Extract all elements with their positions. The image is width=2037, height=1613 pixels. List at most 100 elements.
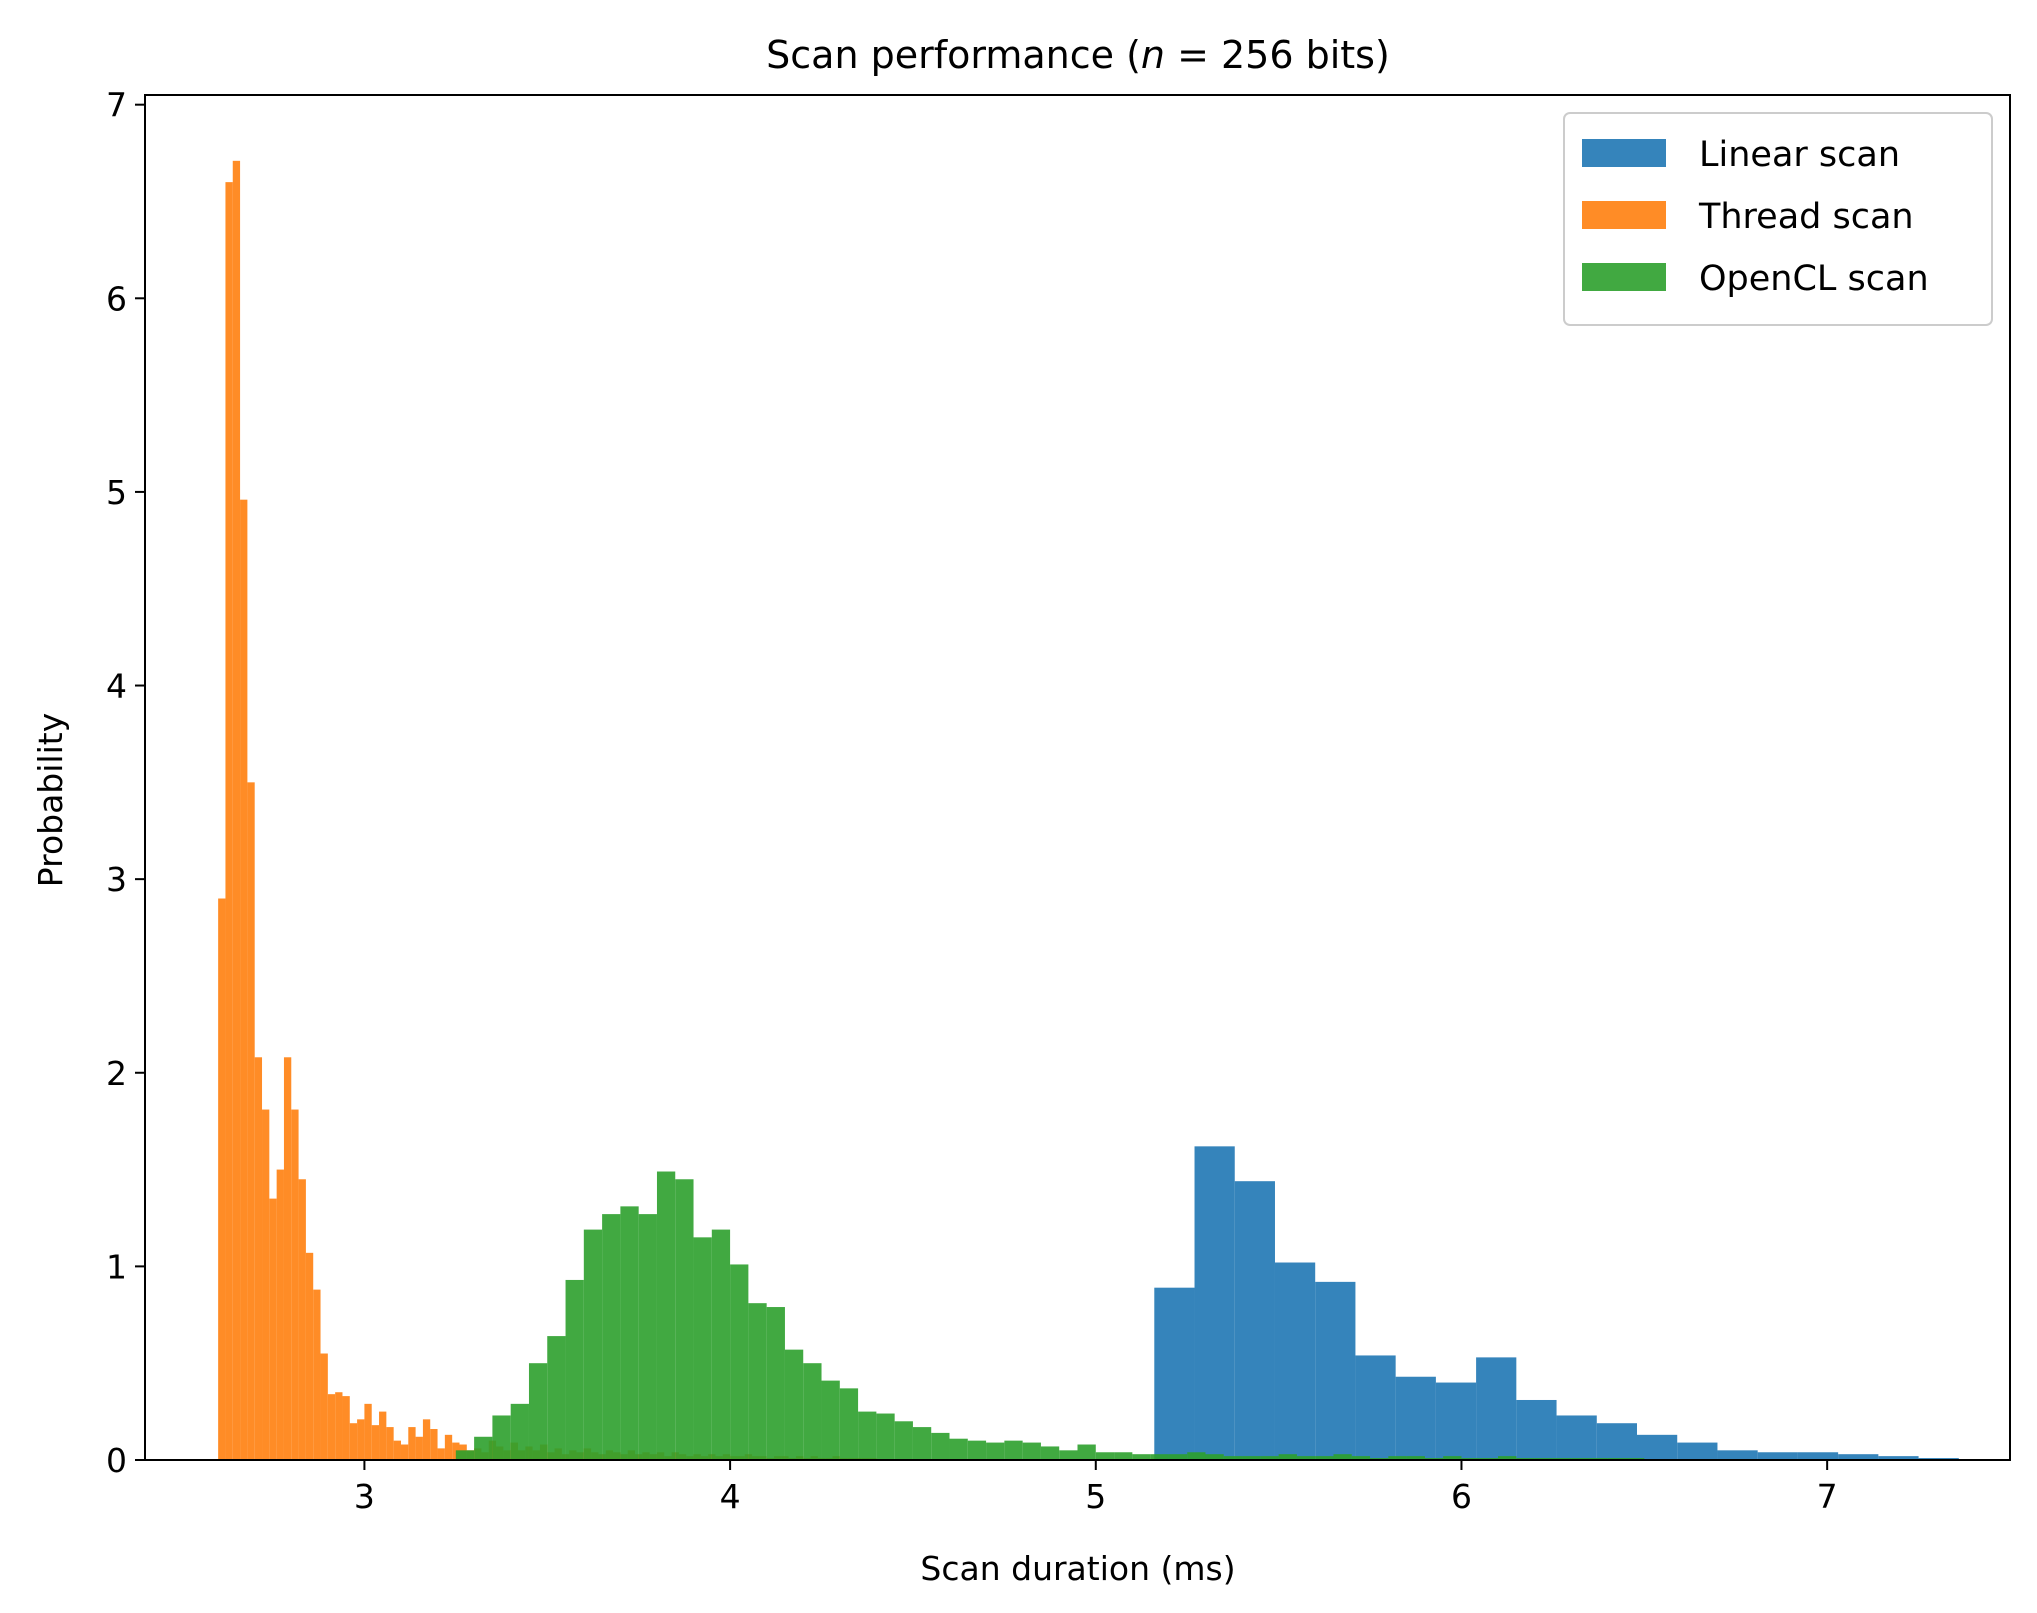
histogram-bar bbox=[1498, 1456, 1517, 1460]
legend-swatch bbox=[1582, 201, 1666, 229]
histogram-bar bbox=[240, 499, 248, 1460]
y-tick-label: 3 bbox=[106, 860, 127, 899]
histogram-bar bbox=[510, 1403, 529, 1460]
histogram-bar bbox=[1242, 1456, 1261, 1460]
legend: Linear scan Thread scan OpenCL scan bbox=[1563, 112, 1993, 326]
histogram-bar bbox=[730, 1264, 749, 1460]
histogram-bar bbox=[1260, 1456, 1279, 1460]
histogram-bar bbox=[422, 1419, 431, 1460]
series-linear-scan bbox=[1154, 1146, 1959, 1460]
histogram-bar bbox=[1095, 1452, 1115, 1460]
legend-swatch bbox=[1582, 263, 1666, 291]
histogram-bar bbox=[335, 1392, 343, 1460]
histogram-bar bbox=[528, 1363, 548, 1460]
histogram-bar bbox=[430, 1429, 438, 1460]
plot-frame bbox=[144, 94, 2011, 1461]
legend-box bbox=[1563, 112, 1993, 326]
histogram-bar bbox=[393, 1440, 401, 1460]
histogram-bar bbox=[858, 1411, 877, 1460]
histogram-bar bbox=[1637, 1434, 1678, 1460]
histogram-bar bbox=[379, 1411, 387, 1460]
histogram-bar bbox=[408, 1427, 416, 1460]
x-tick-label: 3 bbox=[354, 1477, 375, 1516]
histogram-bar bbox=[283, 1057, 292, 1460]
histogram-bar bbox=[1059, 1450, 1078, 1460]
chart-title-variable: n bbox=[1141, 33, 1165, 77]
histogram-bar bbox=[1395, 1376, 1436, 1460]
histogram-bar bbox=[1556, 1415, 1597, 1460]
histogram-bar bbox=[1004, 1440, 1023, 1460]
y-tick-label: 7 bbox=[106, 86, 127, 125]
histogram-bar bbox=[949, 1438, 968, 1460]
histogram-bar bbox=[1278, 1454, 1297, 1460]
histogram-bar bbox=[821, 1380, 840, 1460]
histogram-bar bbox=[602, 1214, 621, 1460]
series-opencl-scan bbox=[455, 1171, 1645, 1460]
histogram-bar bbox=[693, 1237, 712, 1460]
histogram-bar bbox=[1388, 1456, 1407, 1460]
histogram-bar bbox=[1274, 1262, 1316, 1460]
histogram-bar bbox=[1443, 1456, 1462, 1460]
histogram-bar bbox=[1040, 1446, 1060, 1460]
histogram-bar bbox=[1223, 1456, 1243, 1460]
chart-title-prefix: Scan performance ( bbox=[766, 33, 1141, 77]
histogram-bar bbox=[254, 1057, 263, 1460]
histogram-bar bbox=[1114, 1452, 1133, 1460]
histogram-bar bbox=[1435, 1382, 1477, 1460]
y-tick-label: 6 bbox=[106, 279, 127, 318]
histogram-bar bbox=[1838, 1454, 1879, 1460]
histogram-bar bbox=[415, 1436, 423, 1460]
histogram-bar bbox=[1355, 1355, 1396, 1460]
chart-title: Scan performance (n = 256 bits) bbox=[766, 33, 1390, 77]
histogram-bar bbox=[967, 1440, 987, 1460]
histogram-bar bbox=[342, 1396, 350, 1460]
histogram-bar bbox=[327, 1394, 336, 1460]
y-tick-label: 2 bbox=[106, 1054, 127, 1093]
histogram-bar bbox=[912, 1427, 932, 1460]
histogram-bar bbox=[1757, 1452, 1798, 1460]
histogram-bar bbox=[561, 1454, 570, 1460]
histogram-bar bbox=[803, 1363, 822, 1460]
histogram-bar bbox=[711, 1229, 731, 1460]
histogram-bar bbox=[364, 1403, 372, 1460]
histogram-bar bbox=[349, 1423, 358, 1460]
histogram-bar bbox=[876, 1413, 895, 1460]
histogram-bar bbox=[635, 1454, 643, 1460]
y-tick-label: 1 bbox=[106, 1247, 127, 1286]
histogram-bar bbox=[565, 1279, 584, 1460]
histogram-bar bbox=[357, 1419, 365, 1460]
histogram-bar bbox=[1516, 1399, 1557, 1460]
histogram-bar bbox=[492, 1415, 511, 1460]
histogram-bar bbox=[276, 1169, 284, 1460]
x-tick-label: 5 bbox=[1085, 1477, 1106, 1516]
histogram-bar bbox=[894, 1421, 913, 1460]
legend-label: Linear scan bbox=[1699, 135, 1900, 175]
histogram-bar bbox=[444, 1434, 453, 1460]
histogram-bar bbox=[225, 182, 233, 1460]
histogram-bar bbox=[1333, 1454, 1352, 1460]
x-tick-label: 4 bbox=[720, 1477, 741, 1516]
histogram-bar bbox=[1351, 1456, 1371, 1460]
histogram-bar bbox=[291, 1109, 299, 1460]
histogram-bar bbox=[748, 1303, 767, 1460]
histogram-bar bbox=[1315, 1281, 1356, 1460]
histogram-bar bbox=[1150, 1454, 1169, 1460]
histogram-bar bbox=[784, 1349, 804, 1460]
histogram-bar bbox=[455, 1450, 475, 1460]
histogram-bar bbox=[675, 1179, 694, 1460]
histogram-bar bbox=[931, 1432, 950, 1460]
histogram-bar bbox=[386, 1427, 394, 1460]
histogram-bar bbox=[620, 1206, 639, 1460]
legend-label: OpenCL scan bbox=[1699, 259, 1929, 299]
legend-swatch bbox=[1582, 139, 1666, 167]
legend-label: Thread scan bbox=[1698, 197, 1914, 237]
histogram-bar bbox=[547, 1336, 566, 1460]
histogram-bar bbox=[320, 1353, 328, 1460]
histogram-bar bbox=[474, 1436, 493, 1460]
histogram-bar bbox=[1132, 1454, 1151, 1460]
histogram-bar bbox=[305, 1252, 314, 1460]
histogram-bar bbox=[371, 1425, 380, 1460]
axes-layer: 3 4 5 6 7 0 1 2 3 4 5 6 7 bbox=[106, 86, 2011, 1516]
histogram-bar bbox=[638, 1214, 657, 1460]
